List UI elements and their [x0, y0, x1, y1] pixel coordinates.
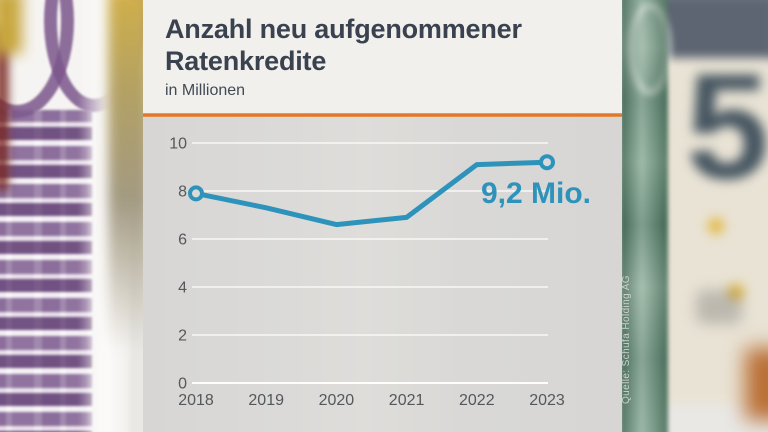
y-axis-tick-label: 10 — [169, 136, 187, 153]
x-axis-tick-label: 2023 — [529, 392, 565, 409]
x-axis-tick-label: 2021 — [389, 392, 425, 409]
green-banknote-roll — [620, 0, 673, 432]
x-axis-tick-label: 2020 — [319, 392, 355, 409]
y-axis-tick-label: 6 — [178, 232, 187, 249]
banknote-pattern — [0, 110, 92, 432]
banknote-star — [728, 284, 744, 300]
line-chart-canvas: 0 2 4 6 8 10 2018 2019 2020 2021 2022 2023 9,2 Mio. — [169, 136, 591, 410]
line-chart: 0 2 4 6 8 10 2018 2019 2020 2021 2022 2023 9,2 Mio. — [143, 117, 622, 432]
blurred-yellow-note-corner — [0, 0, 22, 54]
x-axis-tick-label: 2019 — [248, 392, 284, 409]
data-point-marker — [539, 154, 555, 171]
x-axis-tick-label: 2018 — [178, 392, 214, 409]
chart-title-line1: Anzahl neu aufgenommener — [165, 14, 522, 44]
blurred-red-note-edge — [0, 28, 8, 190]
chart-title-line2: Ratenkredite — [165, 46, 327, 76]
banknote-roll-end — [627, 2, 673, 96]
y-axis-tick-label: 8 — [178, 184, 187, 201]
blurred-orange-note — [745, 348, 768, 420]
source-credit: Quelle: Schufa Holding AG — [621, 275, 632, 404]
euro-5-banknote: 5 — [652, 42, 768, 404]
chart-subtitle: in Millionen — [165, 82, 246, 99]
data-point-marker — [188, 185, 204, 202]
banknote-five-glyph: 5 — [686, 42, 768, 210]
value-annotation: 9,2 Mio. — [481, 177, 591, 210]
x-axis-tick-label: 2022 — [459, 392, 495, 409]
accent-rule — [143, 113, 622, 117]
chart-title: Anzahl neu aufgenommener Ratenkredite — [165, 13, 522, 77]
banknote-print-smudge — [696, 290, 742, 324]
banknote-star — [708, 218, 724, 234]
panel-header: Anzahl neu aufgenommener Ratenkredite in… — [143, 0, 622, 113]
euro-500-banknote — [0, 0, 144, 432]
data-line — [193, 159, 550, 228]
y-axis-tick-label: 2 — [178, 328, 187, 345]
y-axis-tick-label: 4 — [178, 280, 187, 297]
y-axis-tick-label: 0 — [178, 376, 187, 393]
infographic-panel: Anzahl neu aufgenommener Ratenkredite in… — [143, 0, 622, 432]
